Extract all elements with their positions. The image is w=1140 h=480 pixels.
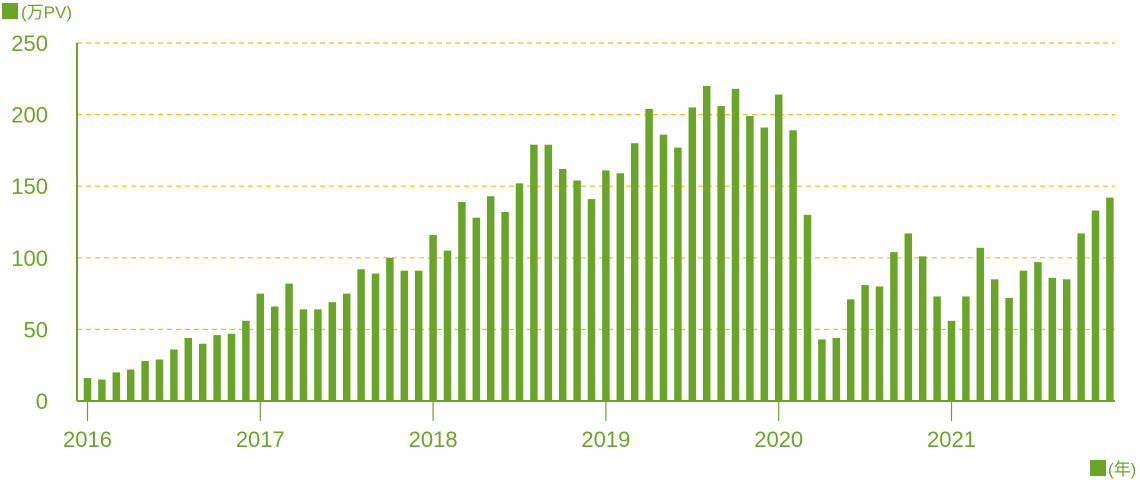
- bar: [789, 130, 797, 401]
- bar: [357, 269, 365, 401]
- y-tick-label: 150: [11, 174, 48, 199]
- bar: [962, 296, 970, 401]
- bar: [875, 286, 884, 401]
- bar: [458, 201, 466, 401]
- y-unit-legend-square: [2, 3, 18, 19]
- bar: [990, 279, 999, 401]
- y-tick-label: 50: [24, 317, 48, 342]
- bar: [486, 196, 495, 401]
- y-tick-label: 100: [11, 246, 48, 271]
- bar: [256, 293, 265, 401]
- bar: [731, 88, 740, 401]
- bar: [760, 127, 769, 402]
- bar: [602, 170, 610, 401]
- bar: [630, 143, 639, 402]
- bar: [501, 211, 509, 401]
- bar: [702, 85, 711, 402]
- bar: [242, 320, 250, 401]
- x-tick-label: 2019: [581, 427, 630, 452]
- bar: [1062, 279, 1071, 401]
- x-unit-legend-square: [1090, 460, 1106, 476]
- bar: [774, 94, 783, 402]
- x-unit-label: (年): [1108, 460, 1136, 479]
- bar: [803, 214, 812, 401]
- bar: [659, 134, 668, 401]
- bar: [299, 309, 308, 401]
- bar: [98, 379, 106, 401]
- bar: [530, 144, 538, 402]
- bar: [1091, 210, 1100, 401]
- y-axis-tick-labels: 0 50 100 150 200 250: [11, 31, 48, 414]
- bar: [933, 296, 941, 401]
- bar: [1019, 270, 1028, 401]
- bar: [645, 108, 653, 402]
- bar: [443, 250, 452, 401]
- bar: [213, 335, 221, 401]
- y-tick-label: 0: [36, 389, 48, 414]
- bar: [573, 180, 581, 401]
- bar: [717, 106, 725, 401]
- bar: [198, 343, 207, 401]
- x-tick-label: 2021: [927, 427, 976, 452]
- bar: [155, 359, 164, 401]
- bar: [947, 320, 956, 401]
- bar: [141, 360, 149, 401]
- bar: [544, 144, 553, 402]
- bar: [1048, 277, 1057, 401]
- bar: [1077, 233, 1085, 401]
- bar: [314, 309, 322, 401]
- bar: [861, 285, 869, 401]
- bar: [386, 257, 394, 401]
- bar: [126, 369, 135, 401]
- x-tick-label: 2018: [409, 427, 458, 452]
- bar: [414, 270, 423, 401]
- bar: [515, 183, 524, 401]
- x-tick-label: 2016: [63, 427, 112, 452]
- bar: [472, 217, 481, 401]
- bar: [746, 116, 754, 401]
- bar: [400, 270, 409, 401]
- bar: [328, 302, 337, 401]
- bar: [976, 247, 985, 401]
- bar: [688, 107, 697, 401]
- bar: [112, 372, 121, 401]
- bar: [1034, 262, 1042, 401]
- x-tick-label: 2020: [754, 427, 803, 452]
- bar: [846, 299, 855, 401]
- y-tick-label: 250: [11, 31, 48, 56]
- x-axis-ticks: 2016 2017 2018 2019 2020 2021: [63, 401, 976, 452]
- bar: [184, 337, 193, 401]
- bar: [83, 378, 92, 401]
- bar: [170, 349, 178, 401]
- bar: [616, 173, 625, 401]
- bar: [674, 147, 682, 401]
- bar: [371, 273, 380, 401]
- bar: [1005, 297, 1013, 401]
- y-tick-label: 200: [11, 103, 48, 128]
- bar: [270, 306, 279, 401]
- y-unit-label: (万PV): [21, 3, 72, 22]
- bar: [818, 339, 826, 401]
- bar: [285, 283, 293, 401]
- bar: [227, 333, 236, 401]
- gridlines: [77, 42, 1115, 330]
- bar: [832, 337, 841, 401]
- bar: [558, 169, 567, 401]
- bar: [890, 252, 898, 401]
- bar: [904, 233, 913, 401]
- bar: [429, 234, 437, 401]
- bar: [587, 199, 596, 401]
- bar: [918, 256, 927, 401]
- bar: [342, 293, 351, 401]
- x-tick-label: 2017: [236, 427, 285, 452]
- bars: [83, 85, 1114, 402]
- bar: [1106, 197, 1114, 401]
